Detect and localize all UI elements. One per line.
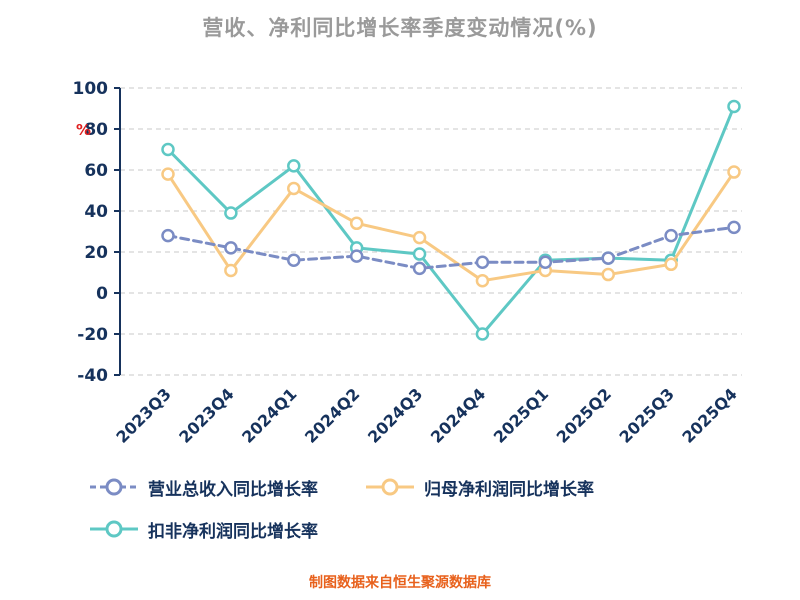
data-point-marker — [161, 142, 175, 157]
y-tick-label: 40 — [84, 202, 108, 222]
data-point-marker — [412, 247, 427, 261]
x-tick-label: 2024Q1 — [238, 384, 300, 446]
chart-title: 营收、净利同比增长率季度变动情况(%) — [202, 16, 598, 40]
legend-marker-icon — [366, 478, 414, 496]
x-tick-label: 2023Q3 — [112, 384, 174, 446]
y-tick-label: 80 — [84, 120, 108, 140]
x-tick-label: 2025Q3 — [616, 384, 678, 446]
data-point-marker — [287, 159, 301, 173]
series-line — [166, 104, 736, 336]
legend-marker-icon — [90, 478, 138, 496]
data-point-marker — [475, 327, 490, 341]
legend-item-net_profit[interactable]: 归母净利润同比增长率 — [364, 472, 594, 502]
x-tick-label: 2025Q4 — [678, 384, 740, 446]
data-point-marker — [664, 228, 678, 243]
series-non_recurring — [161, 99, 741, 341]
x-tick-label: 2025Q1 — [490, 384, 552, 446]
series-net_profit — [161, 165, 741, 288]
y-tick-label: -20 — [77, 325, 108, 345]
y-tick-label: -40 — [77, 366, 108, 386]
y-tick-label: 20 — [84, 243, 108, 263]
data-point-marker — [412, 230, 427, 245]
data-point-marker — [412, 261, 427, 276]
data-point-marker — [664, 257, 678, 272]
legend-label: 扣非净利润同比增长率 — [148, 521, 318, 542]
chart-legend: 营业总收入同比增长率 归母净利润同比增长率扣非净利润同比增长率 — [88, 472, 768, 556]
data-point-marker — [727, 99, 741, 114]
legend-label: 归母净利润同比增长率 — [424, 479, 594, 500]
y-tick-label: 100 — [73, 79, 109, 99]
data-point-marker — [287, 253, 301, 267]
y-tick-label: 0 — [96, 284, 108, 304]
data-point-marker — [727, 165, 741, 179]
x-tick-label: 2025Q2 — [553, 384, 615, 446]
data-point-marker — [161, 167, 175, 181]
gridlines — [114, 87, 742, 376]
data-point-marker — [538, 255, 553, 269]
legend-marker-icon — [90, 520, 138, 538]
data-source-note: 制图数据来自恒生聚源数据库 — [309, 575, 491, 591]
x-tick-label: 2023Q4 — [175, 384, 237, 446]
series-revenue — [161, 220, 741, 276]
legend-item-revenue[interactable]: 营业总收入同比增长率 — [88, 472, 318, 502]
x-tick-label: 2024Q3 — [364, 384, 426, 446]
series-line — [166, 170, 736, 283]
data-point-marker — [727, 220, 741, 235]
data-point-marker — [349, 216, 364, 231]
data-point-marker — [161, 228, 175, 243]
x-tick-label: 2024Q2 — [301, 384, 363, 446]
legend-label: 营业总收入同比增长率 — [148, 479, 318, 500]
y-axis-labels: -40 -20 0 20 40 60 80 100 — [73, 79, 109, 386]
data-point-marker — [475, 273, 490, 288]
data-point-marker — [601, 267, 615, 282]
data-point-marker — [224, 206, 238, 220]
data-point-marker — [349, 249, 364, 263]
y-axis-unit-label: % — [76, 121, 91, 139]
x-tick-label: 2024Q4 — [427, 384, 489, 446]
y-tick-label: 60 — [84, 161, 108, 181]
data-point-marker — [224, 241, 238, 255]
legend-item-non_recurring[interactable]: 扣非净利润同比增长率 — [88, 514, 318, 544]
data-point-marker — [601, 251, 615, 265]
data-point-marker — [475, 255, 490, 269]
series-line — [166, 225, 736, 270]
x-axis-labels: 2023Q3 2023Q4 2024Q1 2024Q2 2024Q3 2024Q4 2025… — [112, 384, 740, 446]
data-point-marker — [224, 263, 238, 278]
data-point-marker — [287, 181, 301, 196]
